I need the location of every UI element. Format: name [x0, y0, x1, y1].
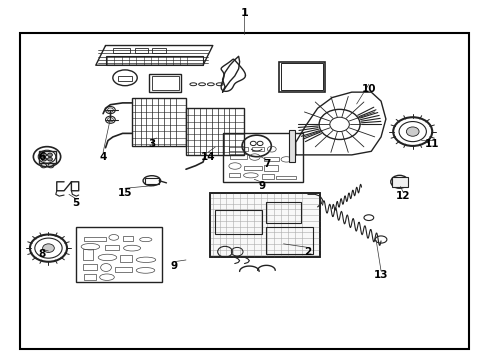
- Text: 1: 1: [240, 8, 248, 18]
- Bar: [210, 193, 320, 257]
- Bar: [104, 245, 119, 250]
- Bar: [264, 165, 277, 171]
- Text: 15: 15: [118, 188, 132, 198]
- Text: 4: 4: [99, 152, 106, 162]
- Bar: [76, 226, 161, 282]
- Bar: [82, 264, 97, 270]
- Bar: [144, 178, 159, 184]
- Bar: [278, 62, 325, 92]
- Bar: [135, 48, 148, 53]
- Bar: [276, 176, 295, 179]
- Bar: [20, 33, 468, 348]
- Text: 13: 13: [373, 270, 387, 280]
- Text: 9: 9: [170, 261, 177, 271]
- Text: 8: 8: [39, 248, 46, 258]
- Bar: [264, 157, 278, 161]
- Ellipse shape: [41, 157, 46, 161]
- Bar: [210, 193, 320, 257]
- Text: 14: 14: [200, 152, 215, 162]
- Text: 7: 7: [262, 159, 269, 169]
- Text: 5: 5: [73, 198, 80, 208]
- Bar: [261, 174, 273, 179]
- Bar: [122, 236, 133, 241]
- Text: 10: 10: [361, 84, 375, 94]
- Ellipse shape: [47, 157, 52, 161]
- Bar: [83, 237, 105, 241]
- Bar: [289, 130, 295, 162]
- Bar: [82, 249, 93, 260]
- Text: 2: 2: [304, 247, 311, 257]
- Bar: [118, 76, 132, 81]
- Text: 3: 3: [148, 139, 155, 149]
- Bar: [83, 274, 96, 280]
- Bar: [39, 150, 56, 163]
- Bar: [266, 202, 300, 223]
- Text: 11: 11: [424, 139, 439, 149]
- Bar: [132, 98, 185, 146]
- Bar: [281, 63, 322, 90]
- Bar: [113, 48, 130, 53]
- Bar: [152, 76, 178, 90]
- Bar: [391, 177, 407, 187]
- Ellipse shape: [406, 127, 418, 136]
- Bar: [105, 56, 203, 65]
- Text: 12: 12: [395, 191, 409, 201]
- Bar: [185, 108, 244, 155]
- Text: 6: 6: [39, 152, 46, 162]
- Bar: [115, 267, 132, 272]
- Bar: [228, 147, 248, 151]
- Bar: [229, 154, 246, 159]
- Bar: [244, 166, 261, 170]
- Ellipse shape: [41, 153, 46, 157]
- Bar: [120, 255, 132, 262]
- Bar: [149, 74, 181, 92]
- Bar: [228, 173, 239, 177]
- Bar: [251, 147, 264, 150]
- Bar: [215, 211, 261, 234]
- Ellipse shape: [42, 244, 54, 252]
- Ellipse shape: [47, 153, 52, 157]
- Text: 9: 9: [258, 181, 264, 192]
- Bar: [152, 48, 165, 53]
- Bar: [266, 226, 312, 253]
- Bar: [222, 134, 303, 182]
